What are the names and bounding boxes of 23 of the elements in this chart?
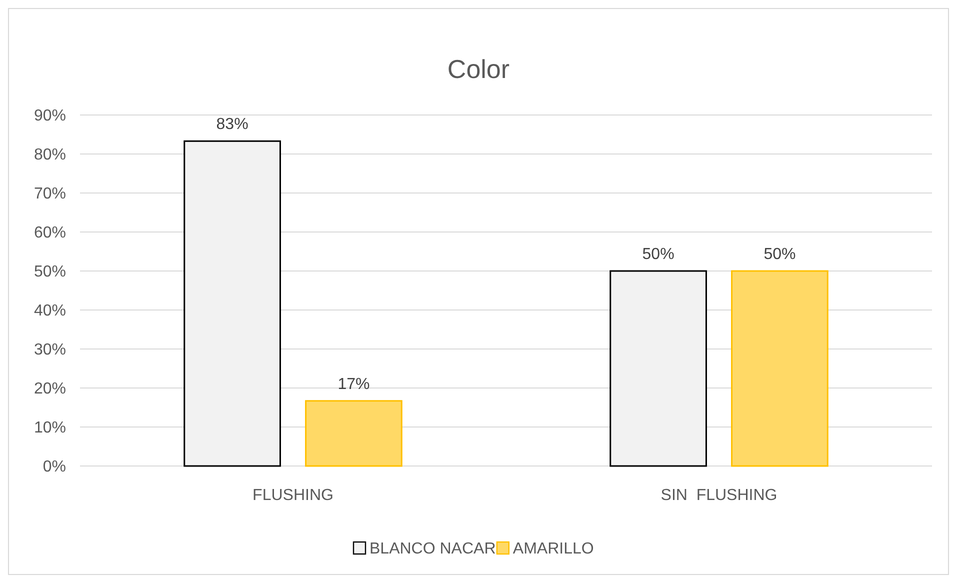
legend-label: BLANCO NACAR bbox=[370, 540, 496, 558]
chart-title: Color bbox=[447, 54, 510, 84]
data-label: 83% bbox=[216, 116, 248, 134]
data-label: 50% bbox=[764, 246, 796, 263]
y-tick-label: 80% bbox=[34, 146, 66, 164]
y-tick-label: 30% bbox=[34, 342, 66, 359]
y-tick-label: 70% bbox=[34, 186, 66, 203]
y-tick-label: 40% bbox=[34, 302, 66, 320]
y-tick-label: 60% bbox=[34, 224, 66, 242]
bar bbox=[305, 400, 402, 467]
x-tick-label: SIN FLUSHING bbox=[660, 487, 778, 504]
y-tick-label: 50% bbox=[34, 264, 66, 281]
x-tick-label: FLUSHING bbox=[252, 487, 334, 504]
legend-label: AMARILLO bbox=[512, 540, 594, 558]
bar bbox=[184, 140, 281, 467]
y-tick-label: 20% bbox=[34, 380, 66, 398]
data-label: 50% bbox=[642, 246, 674, 263]
y-tick-label: 10% bbox=[34, 420, 66, 437]
y-tick-label: 90% bbox=[34, 108, 66, 125]
y-tick-label: 0% bbox=[42, 458, 66, 476]
data-label: 17% bbox=[338, 376, 370, 393]
bar bbox=[731, 270, 828, 467]
bar bbox=[610, 270, 707, 467]
